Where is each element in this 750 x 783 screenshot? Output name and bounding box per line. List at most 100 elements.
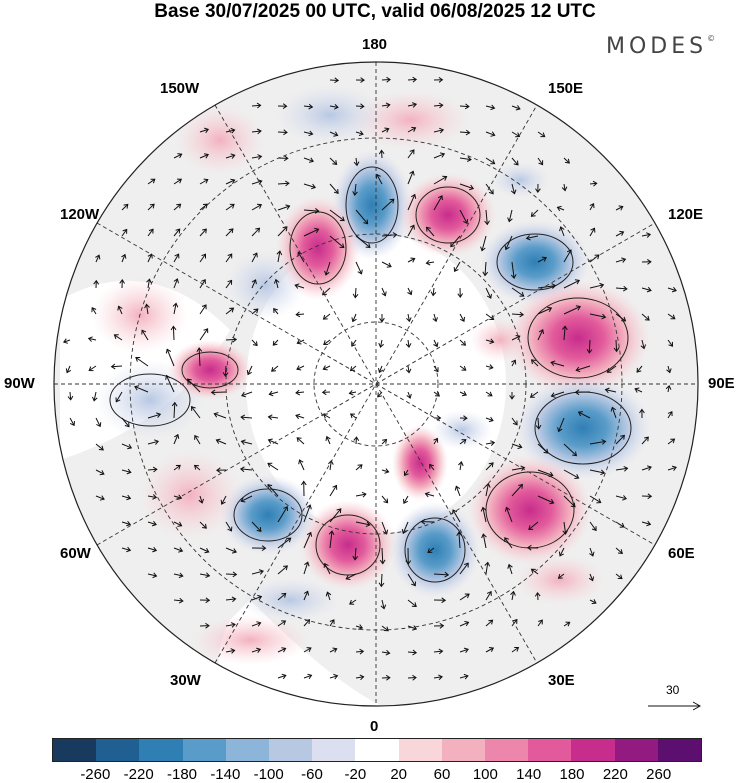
wind-vector-head <box>488 619 494 625</box>
wind-vector-head <box>306 647 312 653</box>
wind-vector <box>173 434 179 445</box>
wind-vector <box>381 79 391 81</box>
wind-vector-head <box>93 279 100 285</box>
wind-vector <box>537 443 549 454</box>
wind-vector-head <box>378 582 385 588</box>
wind-vector <box>351 339 357 347</box>
wind-vector <box>667 313 676 320</box>
wind-vector-head <box>334 77 340 84</box>
wind-vector <box>147 228 154 237</box>
wind-vector <box>426 261 435 264</box>
wind-vector <box>355 131 364 135</box>
wind-vector <box>329 508 342 523</box>
wind-vector <box>303 228 319 237</box>
wind-vector-head <box>432 317 438 323</box>
wind-vector-head <box>177 521 183 527</box>
wind-vector <box>187 378 201 393</box>
wind-vector-head <box>515 105 521 111</box>
wind-vector <box>459 339 466 346</box>
wind-vector-head <box>122 228 128 234</box>
wind-vector-head <box>547 306 553 312</box>
wind-vector <box>667 466 677 471</box>
wind-vector <box>615 573 623 579</box>
colorbar-swatch <box>355 739 399 761</box>
wind-vector-head <box>463 219 469 225</box>
wind-vector <box>199 547 209 553</box>
wind-vector-head <box>599 282 605 289</box>
wind-vector-head <box>551 283 557 289</box>
wind-vector <box>381 547 384 564</box>
wind-vector-head <box>453 267 459 273</box>
wind-vector <box>251 204 262 211</box>
wind-vector <box>537 307 552 315</box>
wind-vector-head <box>509 395 515 400</box>
wind-vector <box>459 621 469 627</box>
wind-vector <box>323 339 331 345</box>
colorbar-swatch <box>53 739 97 761</box>
wind-vector <box>563 157 570 164</box>
wind-vector-head <box>213 412 219 418</box>
wind-vector <box>147 440 159 445</box>
wind-vector-head <box>480 506 487 512</box>
wind-vector <box>605 389 617 393</box>
wind-vector <box>355 261 362 275</box>
wind-vector <box>459 675 469 679</box>
wind-vector <box>667 365 671 373</box>
wind-vector <box>578 411 591 419</box>
wind-vector-head <box>461 365 467 371</box>
wind-vector-head <box>530 212 536 217</box>
wind-vector-head <box>258 569 264 575</box>
positive-anomaly <box>168 340 252 400</box>
wind-vector-head <box>267 483 273 489</box>
wind-vector <box>485 287 492 299</box>
wind-vector <box>537 131 545 138</box>
wind-vector <box>95 495 105 500</box>
wind-vector-head <box>541 256 547 262</box>
wind-vector-head <box>352 293 359 299</box>
wind-vector <box>454 261 461 272</box>
wind-vector-head <box>550 360 556 367</box>
wind-vector <box>563 326 566 341</box>
wind-vector-head <box>350 413 356 419</box>
wind-vector-head <box>409 170 415 176</box>
wind-vector-head <box>461 391 467 397</box>
wind-vector-head <box>314 227 320 234</box>
wind-vector-head <box>557 427 563 433</box>
wind-vector-head <box>640 344 647 350</box>
wind-vector-head <box>267 414 273 421</box>
wind-vector <box>482 507 487 523</box>
wind-vector <box>485 183 494 195</box>
wind-vector <box>141 329 149 341</box>
wind-vector-head <box>504 245 510 251</box>
colorbar <box>52 738 702 762</box>
wind-vector-head <box>286 537 292 543</box>
lon-label-180: 180 <box>362 36 388 53</box>
wind-vector <box>352 313 357 322</box>
wind-vector <box>537 157 544 165</box>
wind-vector-head <box>463 673 469 680</box>
wind-vector <box>563 279 580 289</box>
wind-vector-head <box>126 494 132 501</box>
wind-vector-head <box>273 308 278 314</box>
wind-vector-head <box>384 127 390 133</box>
wind-vector <box>450 235 461 247</box>
wind-vector <box>485 339 494 343</box>
wind-vector <box>303 131 313 135</box>
wind-vector-head <box>267 462 273 468</box>
wind-vector-head <box>548 471 554 478</box>
wind-vector-head <box>152 572 158 579</box>
wind-vector-head <box>378 149 385 155</box>
wind-vector <box>173 464 181 471</box>
wind-vector <box>641 339 645 349</box>
wind-vector <box>667 339 673 347</box>
wind-vector-head <box>204 127 210 134</box>
wind-vector-head <box>91 307 97 313</box>
wind-vector <box>485 462 494 471</box>
wind-vector <box>511 105 521 110</box>
wind-vector-head <box>618 205 624 211</box>
wind-vector-head <box>228 228 234 234</box>
wind-vector <box>589 573 594 581</box>
wind-vector <box>323 413 331 419</box>
wind-vector-head <box>283 129 288 136</box>
wind-vector-head <box>124 422 130 428</box>
